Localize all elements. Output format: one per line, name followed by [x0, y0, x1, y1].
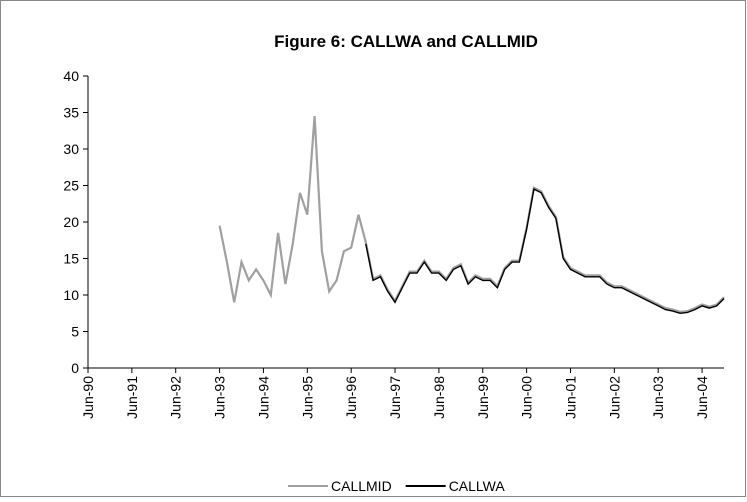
x-tick-label: Jun-91: [124, 376, 140, 419]
x-tick-label: Jun-01: [562, 376, 578, 419]
x-tick-label: Jun-96: [343, 376, 359, 419]
x-tick-label: Jun-99: [475, 376, 491, 419]
x-tick-label: Jun-95: [299, 376, 315, 419]
series-line: [365, 188, 725, 315]
y-tick-label: 10: [63, 287, 79, 303]
y-tick-label: 5: [71, 324, 79, 340]
y-tick-label: 25: [63, 178, 79, 194]
y-tick-label: 15: [63, 251, 79, 267]
y-tick-label: 35: [63, 105, 79, 121]
legend-label: CALLMID: [331, 478, 392, 494]
y-tick-label: 40: [63, 68, 79, 84]
x-tick-label: Jun-94: [255, 376, 271, 419]
x-tick-label: Jun-92: [168, 376, 184, 419]
x-tick-label: Jun-97: [387, 376, 403, 419]
y-tick-label: 20: [63, 214, 79, 230]
x-tick-label: Jun-00: [519, 376, 535, 419]
x-tick-label: Jun-03: [650, 376, 666, 419]
x-tick-label: Jun-90: [80, 376, 96, 419]
x-tick-label: Jun-98: [431, 376, 447, 419]
chart-title: Figure 6: CALLWA and CALLMID: [274, 32, 538, 51]
series-line: [218, 116, 725, 313]
x-tick-label: Jun-02: [606, 376, 622, 419]
x-tick-label: Jun-93: [212, 376, 228, 419]
y-tick-label: 30: [63, 141, 79, 157]
y-tick-label: 0: [71, 360, 79, 376]
x-tick-label: Jun-04: [694, 376, 710, 419]
legend-label: CALLWA: [449, 478, 506, 494]
